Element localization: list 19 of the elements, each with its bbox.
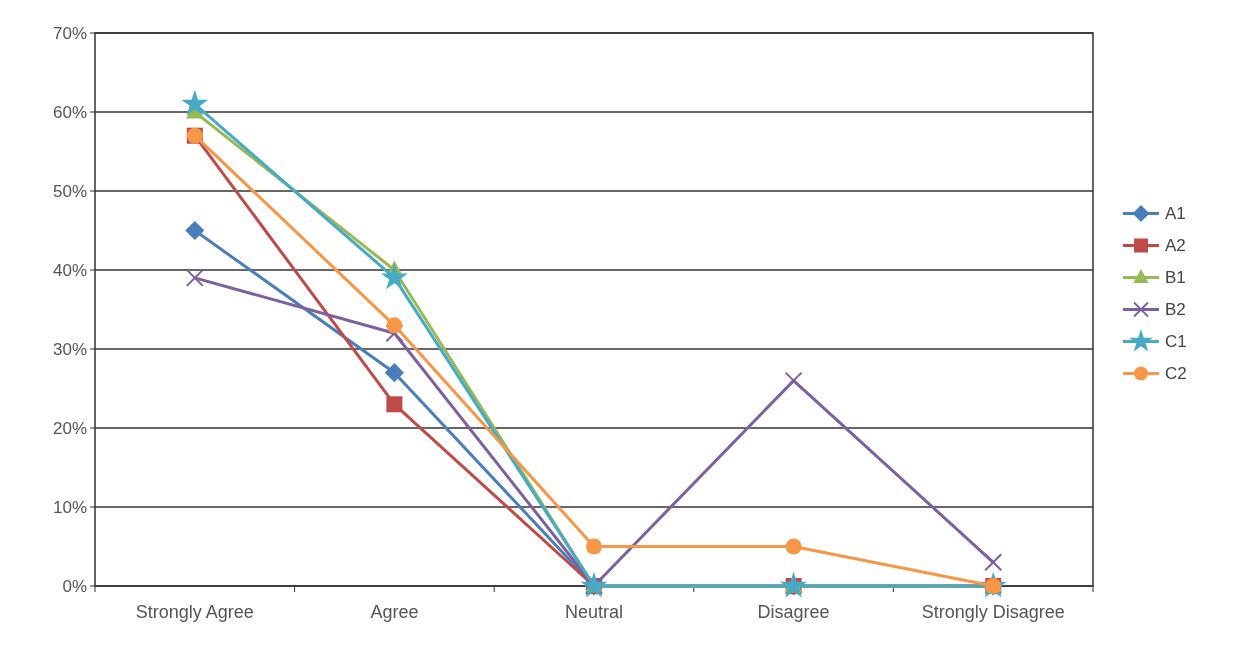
y-tick-label: 10% (52, 497, 87, 517)
y-tick-label: 30% (52, 339, 87, 359)
legend-label: A1 (1165, 204, 1186, 224)
legend-label: B1 (1165, 268, 1186, 288)
y-tick-label: 50% (52, 181, 87, 201)
y-tick-label: 60% (52, 102, 87, 122)
legend-label: B2 (1165, 300, 1186, 320)
y-tick-label: 0% (62, 576, 87, 596)
y-tick-label: 20% (52, 418, 87, 438)
y-tick-label: 70% (52, 23, 87, 43)
x-tick-label: Neutral (564, 602, 624, 622)
legend-label: C2 (1165, 364, 1187, 384)
x-tick-label: Strongly Agree (135, 602, 254, 622)
x-tick-label: Strongly Disagree (921, 602, 1065, 622)
x-tick-label: Agree (370, 602, 419, 622)
y-tick-label: 40% (52, 260, 87, 280)
legend-label: A2 (1165, 236, 1186, 256)
legend-label: C1 (1165, 332, 1187, 352)
x-tick-label: Disagree (757, 602, 830, 622)
